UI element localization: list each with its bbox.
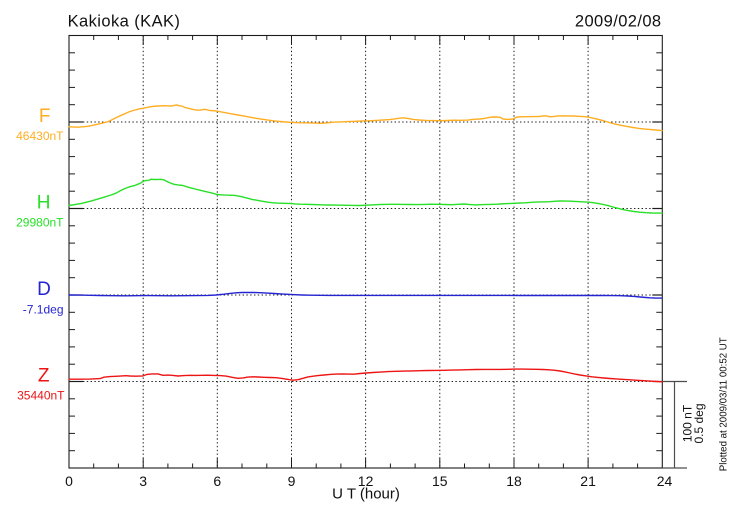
svg-text:3: 3 — [139, 473, 147, 489]
svg-text:0.5 deg: 0.5 deg — [692, 403, 706, 443]
svg-text:15: 15 — [432, 473, 448, 489]
svg-text:29980nT: 29980nT — [16, 216, 64, 230]
svg-text:0: 0 — [65, 473, 73, 489]
svg-text:24: 24 — [657, 473, 673, 489]
svg-text:9: 9 — [288, 473, 296, 489]
svg-text:U T (hour): U T (hour) — [332, 486, 400, 503]
svg-text:H: H — [37, 193, 51, 214]
svg-text:Plotted at 2009/03/11 00:52 UT: Plotted at 2009/03/11 00:52 UT — [719, 337, 730, 471]
svg-text:12: 12 — [358, 473, 374, 489]
svg-text:46430nT: 46430nT — [16, 129, 64, 143]
svg-text:100 nT: 100 nT — [681, 404, 695, 442]
svg-text:35440nT: 35440nT — [17, 389, 65, 403]
svg-text:Kakioka (KAK): Kakioka (KAK) — [68, 12, 181, 30]
svg-text:2009/02/08: 2009/02/08 — [575, 12, 662, 30]
svg-text:18: 18 — [506, 473, 522, 489]
svg-text:-7.1deg: -7.1deg — [23, 303, 64, 317]
svg-text:Z: Z — [38, 366, 50, 387]
svg-text:F: F — [39, 106, 51, 127]
svg-text:21: 21 — [580, 473, 596, 489]
svg-text:6: 6 — [213, 473, 221, 489]
svg-text:D: D — [37, 279, 51, 300]
